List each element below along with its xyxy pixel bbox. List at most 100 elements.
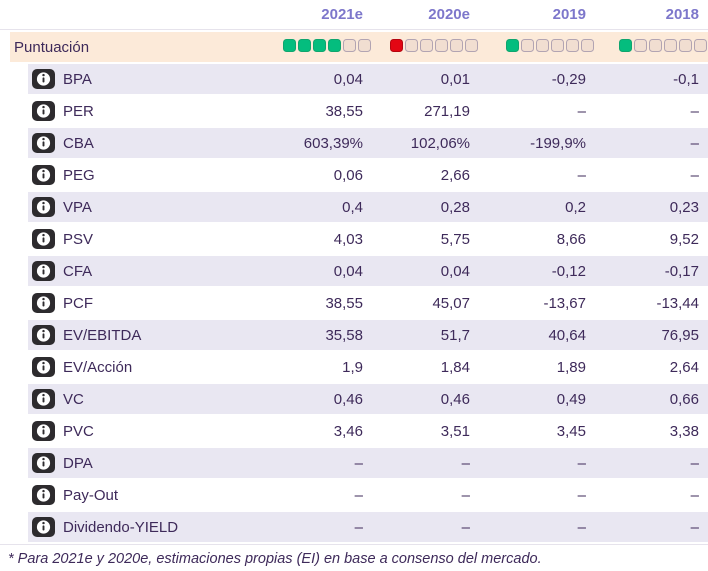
info-icon[interactable] (32, 357, 55, 377)
score-squares (283, 38, 371, 52)
metric-value: -0,17 (664, 262, 699, 280)
score-row-label: Puntuación (14, 38, 90, 56)
metric-value: – (461, 454, 470, 472)
info-icon[interactable] (32, 517, 55, 537)
metric-value: 0,04 (333, 262, 363, 280)
metric-label: CFA (63, 262, 93, 280)
metric-value: – (577, 486, 586, 504)
score-square (634, 38, 647, 52)
metric-value: 3,51 (440, 422, 470, 440)
metric-value: 3,38 (669, 422, 699, 440)
metric-value: – (690, 134, 699, 152)
metric-label: VPA (63, 198, 92, 216)
metric-label: EV/Acción (63, 358, 133, 376)
metric-value: – (690, 486, 699, 504)
score-square (358, 38, 371, 52)
score-squares (619, 38, 707, 52)
metric-value: – (354, 454, 363, 472)
score-square (521, 38, 534, 52)
metric-value: – (690, 166, 699, 184)
info-icon[interactable] (32, 389, 55, 409)
metric-value: – (577, 454, 586, 472)
table-bottom-divider (0, 544, 708, 545)
info-icon[interactable] (32, 101, 55, 121)
info-icon[interactable] (32, 325, 55, 345)
metric-value: -13,44 (656, 294, 699, 312)
metric-value: 8,66 (556, 230, 586, 248)
score-square (581, 38, 594, 52)
metric-value: 38,55 (325, 102, 363, 120)
metric-value: -13,67 (543, 294, 586, 312)
metric-value: 2,66 (440, 166, 470, 184)
metric-value: – (690, 454, 699, 472)
metric-value: 0,46 (333, 390, 363, 408)
info-icon[interactable] (32, 453, 55, 473)
table-row: PCF 38,55 45,07 -13,67 -13,44 (28, 288, 708, 318)
metric-value: 0,04 (333, 70, 363, 88)
table-row: Pay-Out – – – – (28, 480, 708, 510)
metric-value: – (577, 102, 586, 120)
table-row: VPA 0,4 0,28 0,2 0,23 (28, 192, 708, 222)
metric-value: -0,29 (551, 70, 586, 88)
score-square (619, 38, 632, 52)
score-squares (390, 38, 478, 52)
info-icon[interactable] (32, 421, 55, 441)
score-square (694, 38, 707, 52)
year-header: 2019 (552, 6, 586, 23)
table-header: 2021e 2020e 2019 2018 (0, 0, 708, 30)
score-square (343, 38, 356, 52)
score-square (536, 38, 549, 52)
table-row: EV/EBITDA 35,58 51,7 40,64 76,95 (28, 320, 708, 350)
metric-label: EV/EBITDA (63, 326, 142, 344)
info-icon[interactable] (32, 229, 55, 249)
metric-value: – (354, 486, 363, 504)
table-row: CBA 603,39% 102,06% -199,9% – (28, 128, 708, 158)
score-square (506, 38, 519, 52)
info-icon[interactable] (32, 293, 55, 313)
metric-value: 45,07 (432, 294, 470, 312)
score-square (405, 38, 418, 52)
info-icon[interactable] (32, 197, 55, 217)
metric-label: PER (63, 102, 94, 120)
metric-value: 2,64 (669, 358, 699, 376)
metric-value: 271,19 (424, 102, 470, 120)
metric-value: 0,28 (440, 198, 470, 216)
metric-value: 5,75 (440, 230, 470, 248)
metric-value: -199,9% (530, 134, 586, 152)
table-row: PSV 4,03 5,75 8,66 9,52 (28, 224, 708, 254)
score-square (328, 38, 341, 52)
metric-label: PCF (63, 294, 93, 312)
score-square (390, 38, 403, 52)
metric-value: – (690, 518, 699, 536)
score-square (664, 38, 677, 52)
table-row: VC 0,46 0,46 0,49 0,66 (28, 384, 708, 414)
metric-value: – (461, 518, 470, 536)
footnote: * Para 2021e y 2020e, estimaciones propi… (8, 551, 542, 567)
score-square (649, 38, 662, 52)
metric-value: 76,95 (661, 326, 699, 344)
metric-value: – (577, 518, 586, 536)
metric-value: -0,12 (551, 262, 586, 280)
info-icon[interactable] (32, 165, 55, 185)
score-square (551, 38, 564, 52)
info-icon[interactable] (32, 261, 55, 281)
metric-value: 35,58 (325, 326, 363, 344)
metric-label: PSV (63, 230, 94, 248)
info-icon[interactable] (32, 133, 55, 153)
metric-value: 40,64 (548, 326, 586, 344)
metric-value: 0,2 (565, 198, 586, 216)
table-row: CFA 0,04 0,04 -0,12 -0,17 (28, 256, 708, 286)
metric-value: 102,06% (410, 134, 470, 152)
metric-value: – (577, 166, 586, 184)
metric-label: Dividendo-YIELD (63, 518, 179, 536)
table-row: EV/Acción 1,9 1,84 1,89 2,64 (28, 352, 708, 382)
metric-value: – (354, 518, 363, 536)
info-icon[interactable] (32, 69, 55, 89)
metric-label: CBA (63, 134, 94, 152)
info-icon[interactable] (32, 485, 55, 505)
metric-value: 0,46 (440, 390, 470, 408)
metric-value: 1,9 (342, 358, 363, 376)
metric-label: Pay-Out (63, 486, 119, 504)
metric-rows: BPA 0,04 0,01 -0,29 -0,1 PER 38,55 271,1… (0, 64, 708, 542)
metric-value: – (461, 486, 470, 504)
